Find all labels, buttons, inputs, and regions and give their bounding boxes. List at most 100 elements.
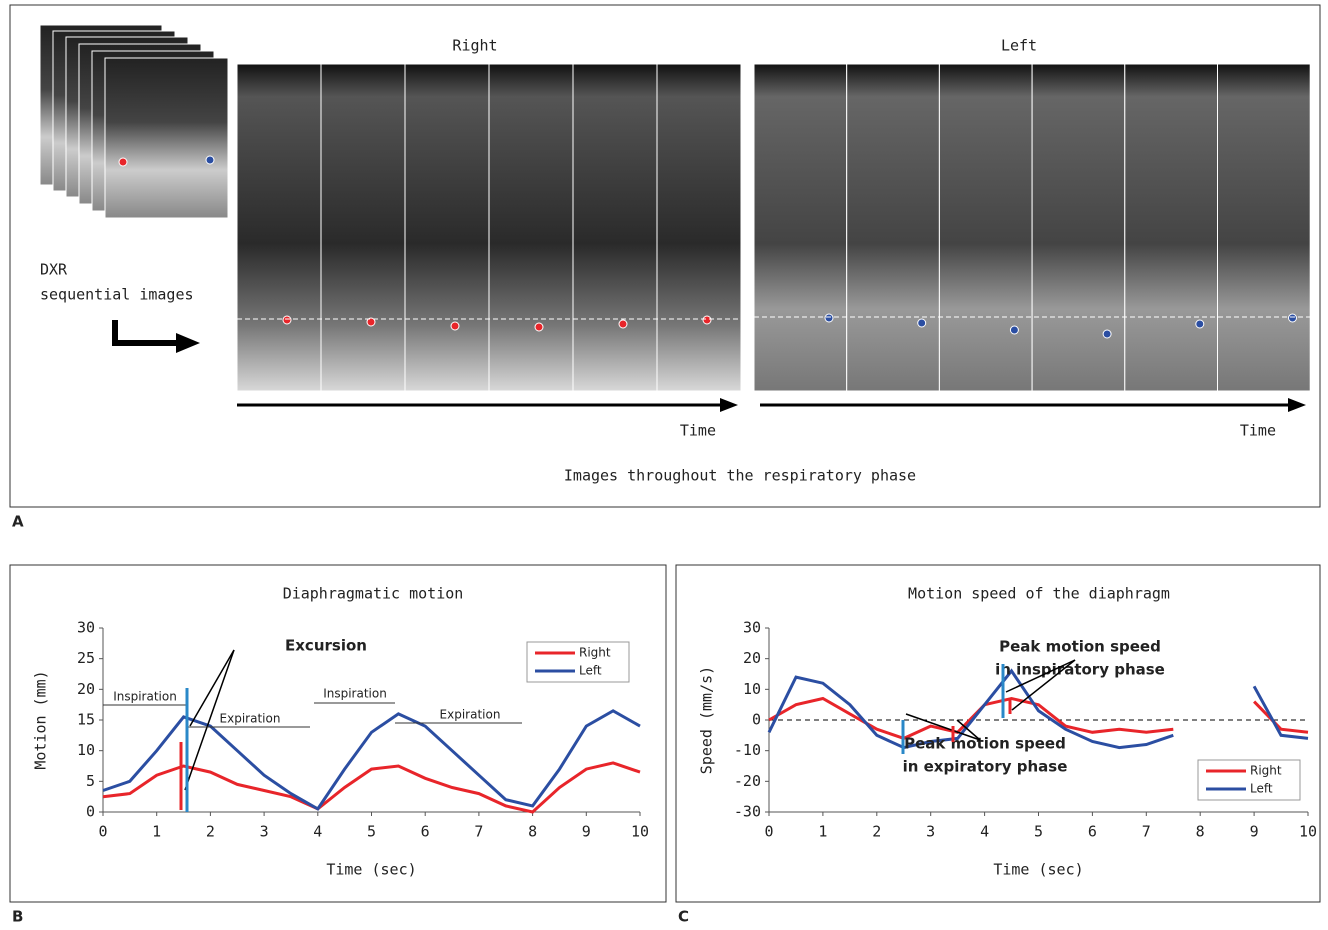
xray-frame [1124, 63, 1219, 392]
x-tick-label: 8 [528, 823, 537, 841]
y-axis-label: Motion (mm) [32, 670, 50, 769]
x-tick-label: 10 [631, 823, 649, 841]
marker [1102, 329, 1112, 339]
legend-label: Left [1250, 782, 1273, 796]
y-tick-label: 0 [86, 803, 95, 821]
x-tick-label: 1 [818, 823, 827, 841]
x-tick-label: 0 [764, 823, 773, 841]
panel-label: C [678, 908, 689, 926]
legend-label: Right [579, 646, 611, 660]
annotation: Expiration [220, 712, 281, 726]
xray-frame [1217, 63, 1311, 392]
time-label: Time [680, 422, 716, 440]
annotation: Inspiration [323, 687, 387, 701]
xray-frame [572, 63, 658, 392]
y-tick-label: 30 [743, 619, 761, 637]
legend-label: Left [579, 664, 602, 678]
x-tick-label: 4 [313, 823, 322, 841]
x-tick-label: 9 [582, 823, 591, 841]
x-tick-label: 4 [980, 823, 989, 841]
series-line [102, 709, 641, 811]
marker [450, 321, 460, 331]
annotation: Inspiration [113, 690, 177, 704]
xray-frame [656, 63, 742, 392]
xray-frame [846, 63, 940, 392]
x-axis-label: Time (sec) [326, 861, 416, 879]
y-tick-label: 5 [86, 772, 95, 790]
marker [1195, 319, 1205, 329]
annotation: Expiration [440, 708, 501, 722]
chart-title: Motion speed of the diaphragm [908, 585, 1170, 603]
y-tick-label: 30 [77, 619, 95, 637]
x-tick-label: 1 [152, 823, 161, 841]
y-tick-label: 10 [743, 680, 761, 698]
marker [1288, 313, 1297, 323]
y-axis-label: Speed (mm/s) [698, 666, 716, 774]
x-tick-label: 7 [474, 823, 483, 841]
dxr-label: DXR [40, 261, 68, 279]
y-tick-label: 20 [77, 680, 95, 698]
time-arrow-head [720, 398, 738, 412]
time-arrow-head [1288, 398, 1306, 412]
xray-frame [753, 63, 848, 392]
arrow-head [176, 333, 200, 353]
chart-title: Diaphragmatic motion [283, 585, 464, 603]
arrow [112, 320, 178, 346]
x-tick-label: 7 [1142, 823, 1151, 841]
image-stack [39, 24, 229, 219]
annotation: in expiratory phase [903, 758, 1068, 776]
xray-frame [236, 63, 322, 392]
marker [917, 318, 927, 328]
xray-frames [236, 63, 1311, 392]
caption: Images throughout the respiratory phase [564, 467, 916, 485]
series-line [768, 696, 1309, 741]
y-tick-label: -10 [734, 741, 761, 759]
annotation-arrow [189, 649, 235, 727]
x-tick-label: 6 [1088, 823, 1097, 841]
x-tick-label: 5 [1034, 823, 1043, 841]
marker [824, 313, 834, 323]
y-tick-label: 20 [743, 649, 761, 667]
annotation-arrow [905, 713, 981, 741]
xray-frame [938, 63, 1033, 392]
legend-label: Right [1250, 764, 1282, 778]
y-tick-label: 25 [77, 649, 95, 667]
y-tick-label: -30 [734, 803, 761, 821]
xray-frame [1031, 63, 1126, 392]
x-tick-label: 3 [260, 823, 269, 841]
xray-frame [320, 63, 406, 392]
y-tick-label: 0 [752, 711, 761, 729]
y-tick-label: -20 [734, 772, 761, 790]
annotation: Peak motion speed [999, 638, 1161, 656]
xray-frame [488, 63, 574, 392]
panel-label: A [12, 513, 24, 531]
panel-c-box [675, 564, 1321, 903]
x-tick-label: 2 [872, 823, 881, 841]
panel-b-box [9, 564, 667, 903]
annotation: Peak motion speed [904, 735, 1066, 753]
x-tick-label: 0 [98, 823, 107, 841]
y-tick-label: 15 [77, 711, 95, 729]
time-label: Time [1240, 422, 1276, 440]
x-tick-label: 9 [1250, 823, 1259, 841]
annotation-arrow [1011, 659, 1076, 711]
annotation: Excursion [285, 637, 367, 655]
legend-box [1197, 759, 1301, 801]
marker [534, 322, 544, 332]
annotation-arrow [956, 719, 981, 741]
legend-box [526, 641, 630, 683]
annotation-arrow [1005, 659, 1076, 693]
x-tick-label: 6 [421, 823, 430, 841]
marker [366, 317, 376, 327]
xray-frame [404, 63, 490, 392]
x-tick-label: 5 [367, 823, 376, 841]
x-tick-label: 2 [206, 823, 215, 841]
right-label: Right [452, 37, 497, 55]
x-tick-label: 8 [1196, 823, 1205, 841]
left-label: Left [1001, 37, 1037, 55]
marker [702, 315, 712, 325]
y-tick-label: 10 [77, 741, 95, 759]
dxr-label: sequential images [40, 286, 194, 304]
x-tick-label: 3 [926, 823, 935, 841]
